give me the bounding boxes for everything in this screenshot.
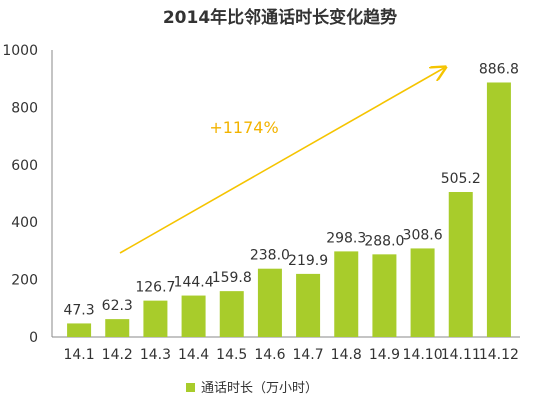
bar bbox=[219, 291, 244, 337]
x-tick-label: 14.4 bbox=[178, 347, 209, 363]
bar-value-label: 238.0 bbox=[250, 248, 290, 264]
x-tick-label: 14.10 bbox=[403, 347, 443, 363]
y-tick-label: 400 bbox=[11, 215, 38, 231]
growth-annotation: +1174% bbox=[209, 118, 278, 137]
x-tick-label: 14.11 bbox=[441, 347, 481, 363]
legend-label: 通话时长（万小时） bbox=[201, 381, 318, 396]
y-ticks: 0 200 400 600 800 1000 bbox=[2, 43, 38, 346]
x-tick-label: 14.3 bbox=[140, 347, 171, 363]
x-tick-label: 14.5 bbox=[216, 347, 247, 363]
bar bbox=[257, 268, 282, 337]
y-tick-label: 800 bbox=[11, 100, 38, 116]
y-tick-label: 200 bbox=[11, 273, 38, 289]
chart-title: 2014年比邻通话时长变化趋势 bbox=[163, 7, 397, 28]
x-tick-label: 14.12 bbox=[479, 347, 519, 363]
legend: 通话时长（万小时） bbox=[186, 381, 318, 396]
bar bbox=[486, 82, 511, 337]
bar bbox=[181, 295, 206, 337]
bar bbox=[410, 248, 435, 337]
bar-value-label: 308.6 bbox=[403, 227, 443, 243]
x-tick-label: 14.8 bbox=[331, 347, 362, 363]
bar bbox=[105, 319, 130, 337]
bar-value-label: 505.2 bbox=[441, 171, 481, 187]
bar bbox=[334, 251, 359, 337]
y-axis bbox=[51, 50, 520, 338]
bar bbox=[143, 300, 168, 337]
bar bbox=[67, 323, 92, 337]
x-tick-label: 14.2 bbox=[102, 347, 133, 363]
bar-value-label: 288.0 bbox=[364, 233, 404, 249]
bar-value-label: 219.9 bbox=[288, 253, 328, 269]
bar bbox=[296, 273, 321, 337]
x-tick-label: 14.7 bbox=[292, 347, 323, 363]
growth-arrow bbox=[119, 68, 444, 254]
bars bbox=[67, 82, 511, 337]
bar-value-label: 62.3 bbox=[102, 298, 133, 314]
x-ticks: 14.1 14.2 14.3 14.4 14.5 14.6 14.7 14.8 14.9 14.1… bbox=[63, 347, 518, 363]
x-tick-label: 14.9 bbox=[369, 347, 400, 363]
y-tick-label: 600 bbox=[11, 158, 38, 174]
bar bbox=[448, 192, 473, 337]
bar-value-label: 159.8 bbox=[212, 270, 252, 286]
legend-swatch bbox=[186, 383, 195, 392]
bar bbox=[372, 254, 397, 337]
bar-value-label: 126.7 bbox=[135, 280, 175, 296]
y-tick-label: 0 bbox=[29, 330, 38, 346]
x-tick-label: 14.1 bbox=[63, 347, 94, 363]
bar-value-label: 298.3 bbox=[326, 230, 366, 246]
y-tick-label: 1000 bbox=[2, 43, 38, 59]
bar-value-label: 886.8 bbox=[479, 61, 519, 77]
bar-value-label: 47.3 bbox=[63, 302, 94, 318]
bar-value-label: 144.4 bbox=[174, 275, 214, 291]
x-tick-label: 14.6 bbox=[254, 347, 285, 363]
